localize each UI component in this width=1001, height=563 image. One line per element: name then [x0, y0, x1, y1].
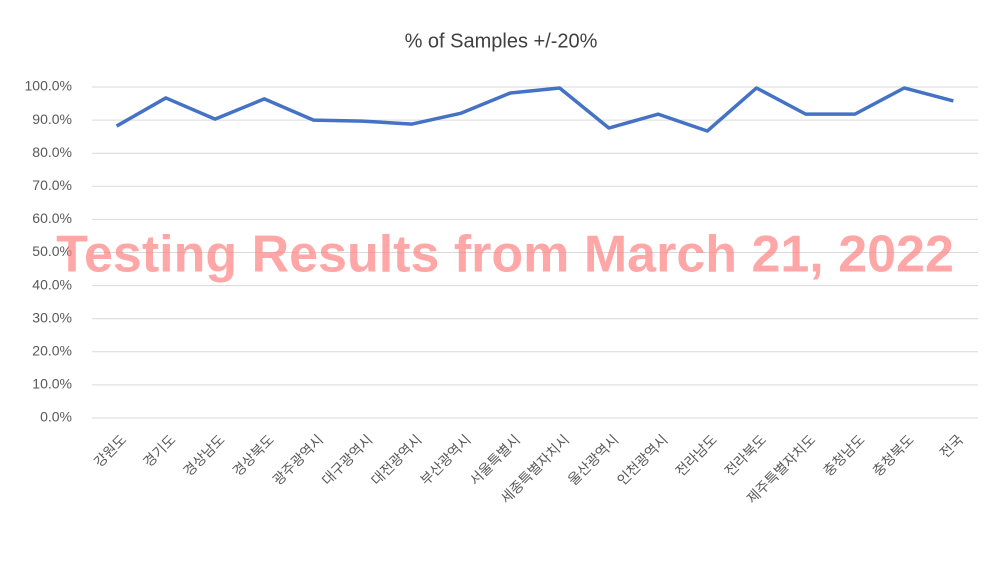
- y-tick-label: 40.0%: [32, 276, 72, 292]
- y-tick-label: 20.0%: [32, 343, 72, 359]
- y-tick-label: 30.0%: [32, 309, 72, 325]
- watermark: Testing Results from March 21, 2022: [56, 226, 954, 284]
- y-tick-label: 0.0%: [40, 409, 72, 425]
- y-tick-label: 10.0%: [32, 376, 72, 392]
- y-tick-label: 100.0%: [25, 78, 72, 94]
- y-tick-label: 90.0%: [32, 111, 72, 127]
- y-tick-label: 50.0%: [32, 243, 72, 259]
- line-series: [115, 86, 954, 133]
- chart-title: % of Samples +/-20%: [405, 30, 598, 52]
- y-tick-label: 70.0%: [32, 177, 72, 193]
- y-tick-label: 80.0%: [32, 144, 72, 160]
- y-tick-label: 60.0%: [32, 210, 72, 226]
